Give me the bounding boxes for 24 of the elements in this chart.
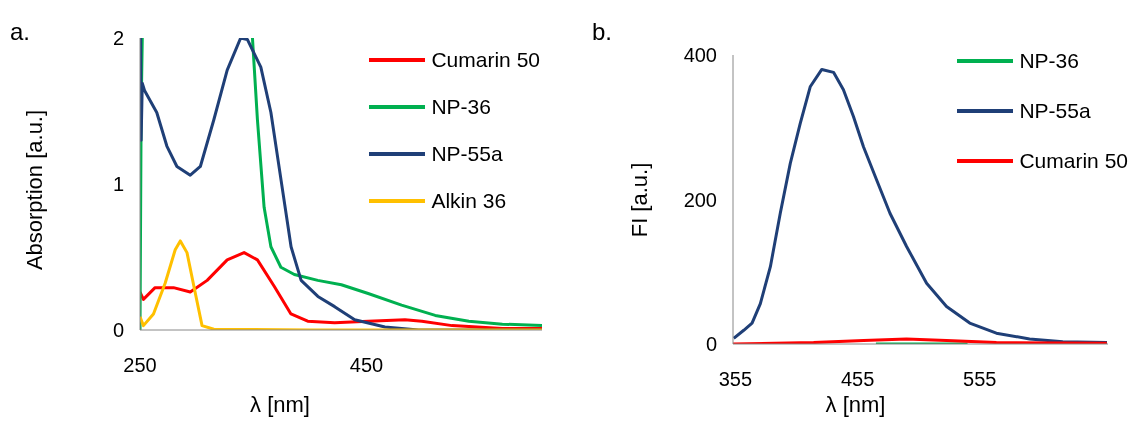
legend-label: NP-55a (1019, 99, 1091, 123)
y-tick-label: 1 (112, 173, 124, 196)
y-tick-label: 0 (705, 333, 717, 356)
x-tick-label: 250 (123, 354, 157, 377)
y-axis-title: FI [a.u.] (627, 162, 653, 238)
x-tick-label: 555 (963, 368, 997, 391)
legend-label: Alkin 36 (431, 188, 507, 213)
legend-label: NP-36 (1019, 49, 1079, 73)
y-tick-label: 2 (112, 27, 124, 50)
x-tick-label: 455 (840, 368, 875, 391)
legend-label: Cumarin 50 (431, 47, 540, 72)
x-tick-label: 450 (349, 354, 384, 377)
x-axis-title: λ [nm] (825, 392, 886, 417)
y-tick-label: 400 (683, 44, 717, 67)
y-axis-title: Absorption [a.u.] (22, 109, 48, 271)
y-tick-label: 0 (112, 319, 124, 342)
x-tick-label: 355 (718, 368, 753, 391)
legend-label: Cumarin 50 (1019, 149, 1128, 173)
chart-title: b. (592, 18, 613, 46)
chart-title: a. (10, 18, 31, 46)
legend-label: NP-55a (431, 141, 503, 166)
legend-label: NP-36 (431, 94, 491, 119)
x-axis-title: λ [nm] (250, 392, 310, 417)
y-tick-label: 200 (683, 188, 717, 211)
